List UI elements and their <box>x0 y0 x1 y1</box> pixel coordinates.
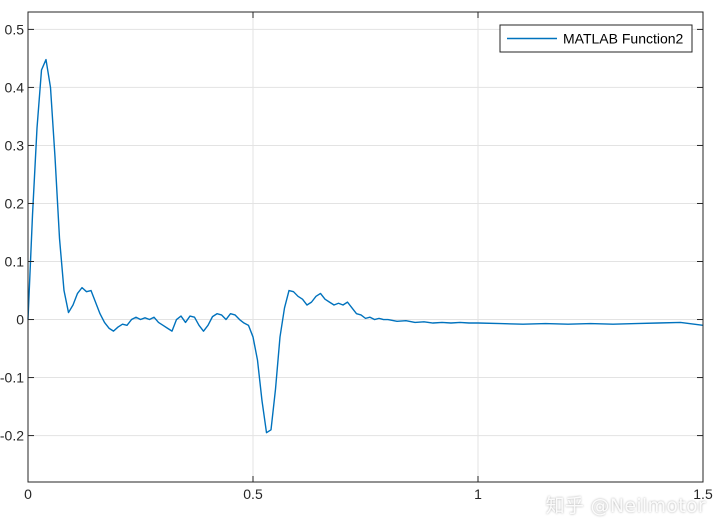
y-tick-label: 0.4 <box>5 79 25 95</box>
y-tick-label: -0.2 <box>0 428 24 444</box>
x-tick-label: 0 <box>24 486 32 502</box>
x-tick-label: 1.5 <box>693 486 713 502</box>
legend-label: MATLAB Function2 <box>563 31 684 47</box>
x-tick-label: 0.5 <box>243 486 263 502</box>
plot-area <box>28 12 703 482</box>
tick-labels: 0 0.5 1 1.5 -0.2 -0.1 0 0.1 0.2 0.3 0.4 0.5 <box>0 21 713 502</box>
y-tick-label: 0 <box>16 312 24 328</box>
y-tick-label: 0.1 <box>5 254 25 270</box>
series-layer <box>27 58 704 434</box>
y-tick-label: 0.3 <box>5 137 25 153</box>
tick-marks <box>27 12 704 482</box>
watermark: 知乎 @Neilmotor <box>545 495 706 517</box>
legend: MATLAB Function2 <box>499 24 693 53</box>
y-tick-label: 0.5 <box>5 21 25 37</box>
y-tick-label: 0.2 <box>5 195 25 211</box>
y-tick-label: -0.1 <box>0 370 24 386</box>
series-line <box>27 58 704 434</box>
x-tick-label: 1 <box>474 486 482 502</box>
axes-box <box>27 11 704 483</box>
